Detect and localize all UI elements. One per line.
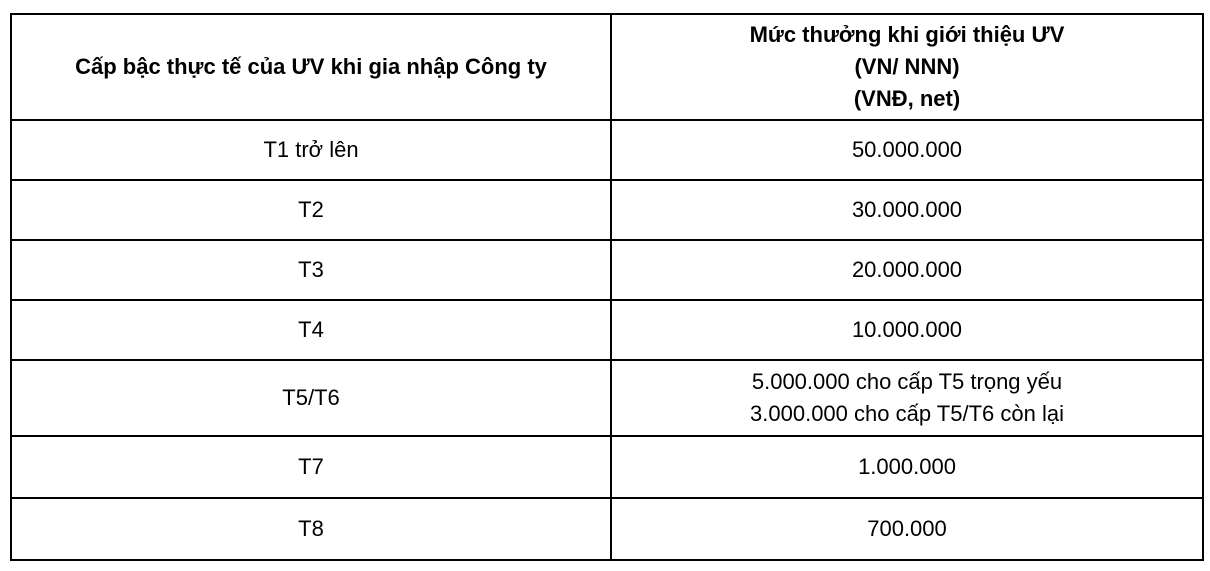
table-row: T5/T6 5.000.000 cho cấp T5 trọng yếu 3.0… — [10, 358, 1204, 437]
table-row: T7 1.000.000 — [10, 434, 1204, 499]
table-header-row: Cấp bậc thực tế của ƯV khi gia nhập Công… — [10, 13, 1204, 121]
table-row: T8 700.000 — [10, 496, 1204, 561]
level-cell: T8 — [10, 496, 612, 561]
level-value: T2 — [298, 196, 324, 222]
header-reward-line-3: (VNĐ, net) — [853, 85, 961, 111]
level-value: T5/T6 — [282, 384, 340, 410]
level-value: T7 — [298, 453, 324, 479]
table-row: T4 10.000.000 — [10, 298, 1204, 361]
reward-value-line-1: 5.000.000 cho cấp T5 trọng yếu — [751, 368, 1063, 394]
reward-value: 50.000.000 — [851, 136, 963, 162]
level-cell: T4 — [10, 298, 612, 361]
reward-value: 10.000.000 — [851, 316, 963, 342]
reward-cell: 1.000.000 — [610, 434, 1204, 499]
reward-value: 30.000.000 — [851, 196, 963, 222]
level-cell: T7 — [10, 434, 612, 499]
header-cell-reward: Mức thưởng khi giới thiệu ƯV (VN/ NNN) (… — [610, 13, 1204, 121]
reward-cell: 10.000.000 — [610, 298, 1204, 361]
level-value: T4 — [298, 316, 324, 342]
reward-cell: 30.000.000 — [610, 178, 1204, 241]
level-cell: T1 trở lên — [10, 118, 612, 181]
referral-reward-table: Cấp bậc thực tế của ƯV khi gia nhập Công… — [10, 13, 1204, 561]
table-row: T2 30.000.000 — [10, 178, 1204, 241]
reward-value: 20.000.000 — [851, 256, 963, 282]
level-value: T1 trở lên — [263, 136, 359, 162]
level-value: T8 — [298, 515, 324, 541]
reward-cell: 50.000.000 — [610, 118, 1204, 181]
reward-cell: 5.000.000 cho cấp T5 trọng yếu 3.000.000… — [610, 358, 1204, 437]
reward-value: 700.000 — [867, 515, 947, 541]
table-row: T1 trở lên 50.000.000 — [10, 118, 1204, 181]
reward-cell: 700.000 — [610, 496, 1204, 561]
reward-value: 1.000.000 — [858, 453, 956, 479]
header-reward-line-2: (VN/ NNN) — [854, 53, 960, 79]
level-cell: T3 — [10, 238, 612, 301]
table-row: T3 20.000.000 — [10, 238, 1204, 301]
header-reward-line-1: Mức thưởng khi giới thiệu ƯV — [749, 22, 1065, 47]
reward-cell: 20.000.000 — [610, 238, 1204, 301]
level-cell: T5/T6 — [10, 358, 612, 437]
level-cell: T2 — [10, 178, 612, 241]
header-cell-candidate-level: Cấp bậc thực tế của ƯV khi gia nhập Công… — [10, 13, 612, 121]
reward-value-line-2: 3.000.000 cho cấp T5/T6 còn lại — [750, 400, 1064, 426]
header-level-label: Cấp bậc thực tế của ƯV khi gia nhập Công… — [75, 53, 547, 79]
level-value: T3 — [298, 256, 324, 282]
